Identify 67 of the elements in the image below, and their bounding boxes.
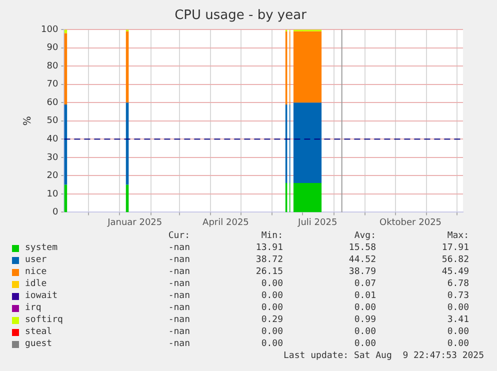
text: 0.00 [260,290,283,302]
text: -nan [167,266,190,278]
y-tick-label: 100 [40,24,58,35]
y-tick-label: 90 [46,43,58,54]
text: 13.91 [254,242,283,254]
text: 3.41 [446,314,469,326]
y-tick-label: 80 [46,61,58,72]
legend-label: idle [24,278,48,290]
text: 6.78 [446,278,469,290]
text: 38.72 [254,254,283,266]
x-tick-label: Oktober 2025 [379,218,442,228]
text: 0.00 [446,326,469,338]
legend-label: softirq [24,314,64,326]
text: Max: [446,230,469,242]
text: 45.49 [440,266,469,278]
text: 0.01 [353,290,376,302]
text: 0.29 [260,314,283,326]
text: -nan [167,254,190,266]
text: 0.73 [446,290,469,302]
legend-label: user [24,254,48,266]
text: 0.00 [260,302,283,314]
text: Cur: [167,230,190,242]
x-tick-label: April 2025 [202,218,249,228]
text: -nan [167,314,190,326]
text: 0.00 [260,278,283,290]
text: -nan [167,290,190,302]
text: Min: [260,230,283,242]
text: 0.00 [353,338,376,350]
y-tick-label: 70 [46,80,58,90]
text: 44.52 [348,254,376,266]
text: 0.07 [353,278,376,290]
legend-label: nice [24,266,48,278]
text: -nan [167,302,190,314]
x-tick-label: Juli 2025 [297,218,338,228]
text: -nan [167,338,190,350]
text: 0.00 [446,338,469,350]
text: -nan [167,326,190,338]
text: 0.00 [260,326,283,338]
text: Last update: Sat Aug 9 22:47:53 2025 [282,350,484,362]
legend-label: irq [24,302,42,314]
y-tick-label: 50 [46,116,58,126]
y-tick-label: 20 [46,171,58,182]
y-tick-label: 60 [46,98,58,108]
text: 0.99 [353,314,376,326]
y-tick-label: 40 [46,134,58,145]
text: 38.79 [348,266,376,278]
text: -nan [167,242,190,254]
text: 17.91 [440,242,469,254]
text: Avg: [353,230,376,242]
y-tick-label: 0 [52,208,58,218]
y-tick-label: 10 [46,189,58,200]
text: -nan [167,278,190,290]
legend-label: system [24,242,59,254]
text: 15.58 [348,242,376,254]
x-tick-label: Januar 2025 [106,218,162,228]
legend-label: guest [24,338,54,350]
text: 56.82 [440,254,469,266]
y-axis-title: % [22,116,34,126]
text: 0.00 [446,302,469,314]
chart-title: CPU usage - by year [174,8,308,24]
text: 0.00 [353,302,376,314]
text: 0.00 [260,338,283,350]
text: 0.00 [353,326,376,338]
y-tick-label: 30 [46,152,58,163]
text: 26.15 [254,266,283,278]
legend-label: iowait [24,290,59,302]
legend-label: steal [24,326,54,338]
